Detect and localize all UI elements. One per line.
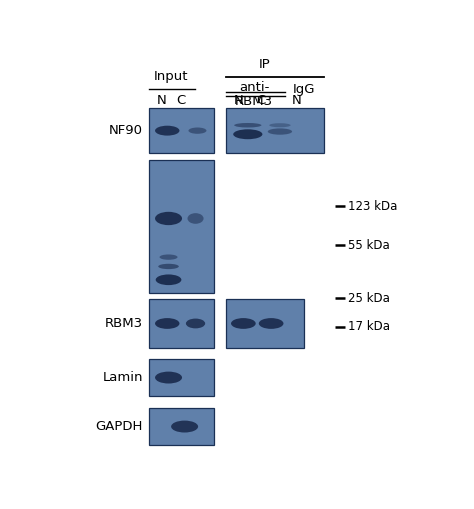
Text: C: C bbox=[256, 94, 265, 107]
Bar bbox=[149, 359, 213, 396]
Ellipse shape bbox=[160, 254, 178, 260]
Bar bbox=[149, 108, 213, 153]
Ellipse shape bbox=[155, 212, 182, 225]
Text: Input: Input bbox=[154, 70, 189, 83]
Text: RBM3: RBM3 bbox=[105, 317, 143, 330]
Ellipse shape bbox=[259, 318, 283, 329]
Ellipse shape bbox=[155, 372, 182, 383]
Ellipse shape bbox=[155, 318, 180, 329]
Ellipse shape bbox=[189, 127, 207, 134]
Text: anti-
RBM3: anti- RBM3 bbox=[235, 80, 273, 108]
Ellipse shape bbox=[268, 128, 292, 135]
Ellipse shape bbox=[233, 129, 263, 139]
Text: C: C bbox=[177, 94, 186, 107]
Ellipse shape bbox=[234, 123, 262, 127]
Text: Lamin: Lamin bbox=[102, 371, 143, 384]
Text: IgG: IgG bbox=[292, 82, 315, 96]
Text: 123 kDa: 123 kDa bbox=[347, 200, 397, 213]
Text: 55 kDa: 55 kDa bbox=[347, 239, 389, 252]
Ellipse shape bbox=[158, 264, 179, 269]
Ellipse shape bbox=[171, 420, 198, 433]
Text: NF90: NF90 bbox=[109, 124, 143, 137]
Ellipse shape bbox=[231, 318, 255, 329]
Text: N: N bbox=[157, 94, 167, 107]
Text: 25 kDa: 25 kDa bbox=[347, 292, 390, 305]
Text: N: N bbox=[292, 94, 301, 107]
Ellipse shape bbox=[155, 126, 180, 135]
Text: IP: IP bbox=[259, 58, 271, 71]
Bar bbox=[149, 299, 213, 348]
Ellipse shape bbox=[188, 213, 203, 224]
Ellipse shape bbox=[186, 319, 205, 328]
Bar bbox=[149, 160, 213, 293]
Ellipse shape bbox=[155, 274, 182, 285]
Text: GAPDH: GAPDH bbox=[96, 420, 143, 433]
Text: N: N bbox=[234, 94, 243, 107]
Ellipse shape bbox=[269, 123, 291, 127]
Bar bbox=[227, 299, 303, 348]
Bar bbox=[149, 408, 213, 445]
Text: 17 kDa: 17 kDa bbox=[347, 320, 390, 333]
Bar bbox=[227, 108, 324, 153]
